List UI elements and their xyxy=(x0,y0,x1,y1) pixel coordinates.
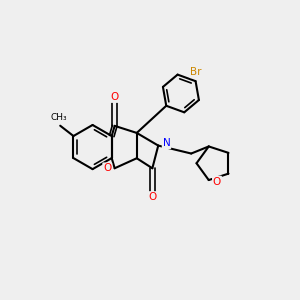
Text: N: N xyxy=(163,138,170,148)
Text: CH₃: CH₃ xyxy=(50,113,67,122)
Text: O: O xyxy=(103,163,111,173)
Text: O: O xyxy=(148,192,157,202)
Text: O: O xyxy=(213,176,221,187)
Text: Br: Br xyxy=(190,67,202,77)
Text: O: O xyxy=(110,92,119,102)
